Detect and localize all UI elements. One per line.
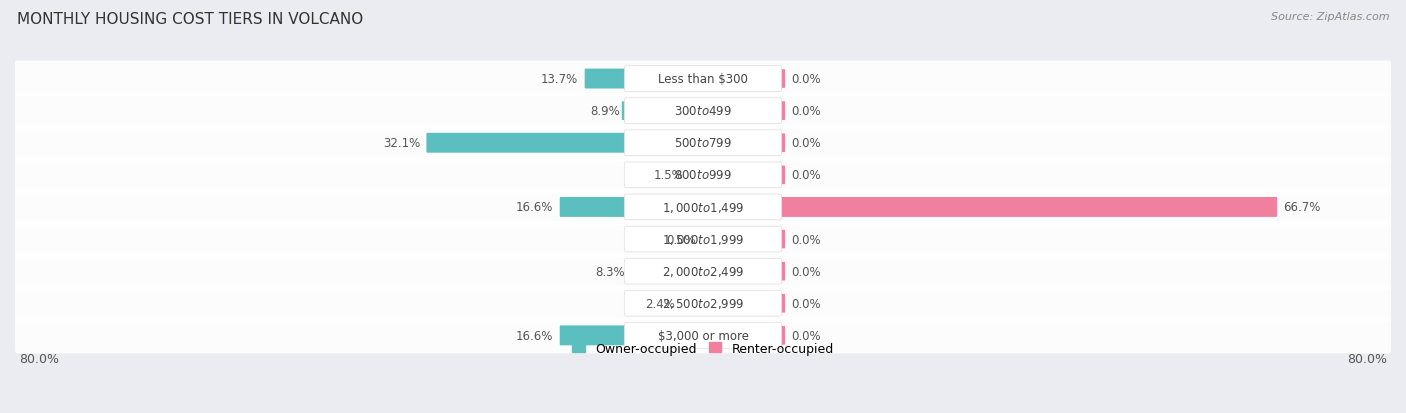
FancyBboxPatch shape	[621, 102, 627, 121]
Text: Less than $300: Less than $300	[658, 73, 748, 86]
FancyBboxPatch shape	[780, 70, 785, 89]
Text: $1,000 to $1,499: $1,000 to $1,499	[662, 200, 744, 214]
FancyBboxPatch shape	[780, 197, 1277, 217]
Text: 32.1%: 32.1%	[382, 137, 420, 150]
Text: 1.5%: 1.5%	[654, 169, 683, 182]
FancyBboxPatch shape	[624, 99, 782, 124]
Text: 8.9%: 8.9%	[591, 105, 620, 118]
FancyBboxPatch shape	[585, 69, 626, 89]
Text: MONTHLY HOUSING COST TIERS IN VOLCANO: MONTHLY HOUSING COST TIERS IN VOLCANO	[17, 12, 363, 27]
FancyBboxPatch shape	[426, 133, 626, 153]
Text: $2,000 to $2,499: $2,000 to $2,499	[662, 264, 744, 278]
FancyBboxPatch shape	[780, 230, 785, 249]
FancyBboxPatch shape	[624, 323, 782, 348]
FancyBboxPatch shape	[624, 66, 782, 92]
FancyBboxPatch shape	[14, 221, 1392, 257]
FancyBboxPatch shape	[14, 286, 1392, 321]
FancyBboxPatch shape	[624, 195, 782, 220]
FancyBboxPatch shape	[14, 93, 1392, 129]
Text: $300 to $499: $300 to $499	[673, 105, 733, 118]
Text: 13.7%: 13.7%	[541, 73, 578, 86]
Text: 2.4%: 2.4%	[645, 297, 675, 310]
Text: 0.0%: 0.0%	[792, 105, 821, 118]
Text: 80.0%: 80.0%	[1347, 352, 1386, 365]
Legend: Owner-occupied, Renter-occupied: Owner-occupied, Renter-occupied	[568, 337, 838, 360]
Text: $3,000 or more: $3,000 or more	[658, 329, 748, 342]
FancyBboxPatch shape	[560, 197, 626, 217]
Text: 0.0%: 0.0%	[792, 265, 821, 278]
FancyBboxPatch shape	[624, 227, 782, 252]
FancyBboxPatch shape	[780, 166, 785, 185]
FancyBboxPatch shape	[627, 262, 631, 281]
Text: 16.6%: 16.6%	[516, 329, 554, 342]
Text: 0.0%: 0.0%	[792, 233, 821, 246]
Text: $800 to $999: $800 to $999	[673, 169, 733, 182]
FancyBboxPatch shape	[560, 325, 626, 346]
FancyBboxPatch shape	[14, 126, 1392, 161]
FancyBboxPatch shape	[678, 294, 683, 313]
FancyBboxPatch shape	[14, 318, 1392, 354]
FancyBboxPatch shape	[624, 131, 782, 156]
FancyBboxPatch shape	[624, 259, 782, 284]
FancyBboxPatch shape	[624, 163, 782, 188]
Text: $2,500 to $2,999: $2,500 to $2,999	[662, 297, 744, 311]
Text: $1,500 to $1,999: $1,500 to $1,999	[662, 233, 744, 247]
FancyBboxPatch shape	[624, 291, 782, 316]
Text: 80.0%: 80.0%	[20, 352, 59, 365]
Text: 0.0%: 0.0%	[792, 297, 821, 310]
FancyBboxPatch shape	[780, 294, 785, 313]
Text: 0.0%: 0.0%	[666, 233, 696, 246]
Text: 0.0%: 0.0%	[792, 73, 821, 86]
FancyBboxPatch shape	[780, 326, 785, 345]
Text: 0.0%: 0.0%	[792, 137, 821, 150]
FancyBboxPatch shape	[780, 262, 785, 281]
Text: 66.7%: 66.7%	[1284, 201, 1320, 214]
FancyBboxPatch shape	[14, 254, 1392, 290]
Text: $500 to $799: $500 to $799	[673, 137, 733, 150]
FancyBboxPatch shape	[780, 134, 785, 153]
Text: 0.0%: 0.0%	[792, 169, 821, 182]
FancyBboxPatch shape	[14, 190, 1392, 225]
Text: 0.0%: 0.0%	[792, 329, 821, 342]
Text: 8.3%: 8.3%	[595, 265, 624, 278]
Text: 16.6%: 16.6%	[516, 201, 554, 214]
FancyBboxPatch shape	[686, 166, 690, 185]
FancyBboxPatch shape	[14, 157, 1392, 193]
FancyBboxPatch shape	[14, 62, 1392, 97]
FancyBboxPatch shape	[780, 102, 785, 121]
Text: Source: ZipAtlas.com: Source: ZipAtlas.com	[1271, 12, 1389, 22]
